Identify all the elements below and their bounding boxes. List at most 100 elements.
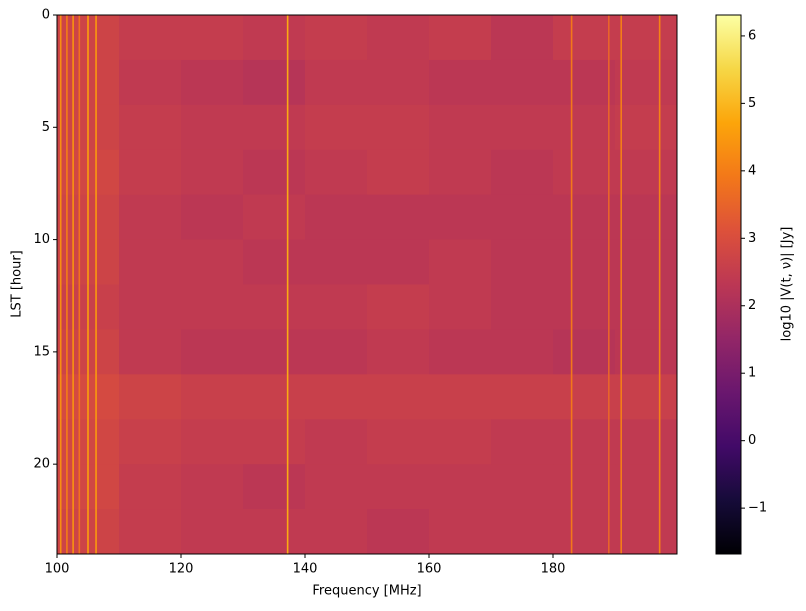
heatmap-cell [119,15,182,61]
heatmap-cell [181,509,244,555]
heatmap-cell [429,104,492,151]
y-tick-label: 20 [33,457,50,472]
y-tick-label: 0 [42,8,50,23]
heatmap-cell [553,15,616,61]
heatmap-cell [367,329,430,375]
heatmap-cell [367,464,430,510]
heatmap-cell [367,194,430,241]
colorbar-tick-label: 6 [748,28,756,43]
heatmap-cell [553,194,616,241]
heatmap-cell [243,284,306,330]
heatmap-cell [491,239,554,285]
heatmap-cell [243,419,306,465]
heatmap-cell [367,104,430,151]
heatmap-cell [615,284,678,330]
y-tick-label: 15 [33,344,50,359]
heatmap-cell [305,15,368,61]
heatmap-cell [305,149,368,196]
heatmap-cell [119,329,182,375]
heatmap-cell [119,149,182,196]
y-tick-label: 10 [33,232,50,247]
colorbar [715,14,742,555]
heatmap-cell [429,239,492,285]
heatmap-cell [305,194,368,241]
heatmap-cell [491,15,554,61]
heatmap-cell [491,329,554,375]
heatmap-cell [615,329,678,375]
colorbar-tick-label: 1 [748,366,756,381]
heatmap-cell [305,239,368,285]
heatmap-cell [305,464,368,510]
heatmap-cell [491,59,554,106]
colorbar-tick-label: 0 [748,433,756,448]
rfi-line [59,15,62,554]
heatmap-cell [429,15,492,61]
heatmap-cell [367,149,430,196]
rfi-line [78,15,81,554]
heatmap-cell [305,374,368,420]
rfi-line [87,15,89,554]
colorbar-label: log10 |V(t, ν)| [Jy] [780,227,795,342]
heatmap-cell [305,509,368,555]
heatmap-cell [119,239,182,285]
x-axis-label: Frequency [MHz] [312,584,421,599]
heatmap-cell [491,374,554,420]
plot-frame [56,14,678,555]
heatmap-cell [491,464,554,510]
heatmap-cell [367,284,430,330]
heatmap-cell [553,509,616,555]
rfi-line [608,15,610,554]
heatmap-cell [553,59,616,106]
y-tick-label: 5 [42,120,50,135]
heatmap-cell [367,509,430,555]
heatmap-cell [429,194,492,241]
y-axis-label: LST [hour] [10,250,25,318]
heatmap-cell [119,284,182,330]
heatmap-cell [429,464,492,510]
heatmap-cell [305,284,368,330]
heatmap-cell [491,509,554,555]
heatmap-cell [181,329,244,375]
heatmap-cell [181,15,244,61]
heatmap-cell [305,329,368,375]
heatmap-cell [553,329,616,375]
heatmap-cell [243,194,306,241]
heatmap-cell [429,59,492,106]
heatmap-cell [491,149,554,196]
heatmap-cell [243,149,306,196]
heatmap-cell [119,464,182,510]
rfi-line [95,15,97,554]
rfi-line [620,15,622,554]
heatmap-cell [243,104,306,151]
heatmap-cell [305,59,368,106]
heatmap-cell [429,419,492,465]
heatmap-cell [615,239,678,285]
x-tick-label: 180 [541,562,566,577]
heatmap-cell [429,284,492,330]
heatmap-cell [243,509,306,555]
heatmap-cell [615,149,678,196]
colorbar-tick-label: 5 [748,96,756,111]
heatmap-cell [429,149,492,196]
heatmap-cell [491,104,554,151]
heatmap-cell [553,149,616,196]
heatmap-cell [615,194,678,241]
heatmap-cell [553,104,616,151]
colorbar-tick-label: 2 [748,298,756,313]
colorbar-tick-label: −1 [748,501,767,516]
heatmap-cell [181,419,244,465]
heatmap-cell [243,329,306,375]
heatmap-cell [181,104,244,151]
colorbar-tick-label: 3 [748,231,756,246]
rfi-line [658,15,661,554]
heatmap-cell [181,284,244,330]
heatmap-cell [615,15,678,61]
heatmap-cell [615,419,678,465]
heatmap-cell [305,104,368,151]
heatmap-cell [243,239,306,285]
heatmap-cell [615,104,678,151]
heatmap-cell [553,464,616,510]
rfi-line [72,15,74,554]
heatmap-cell [243,464,306,510]
